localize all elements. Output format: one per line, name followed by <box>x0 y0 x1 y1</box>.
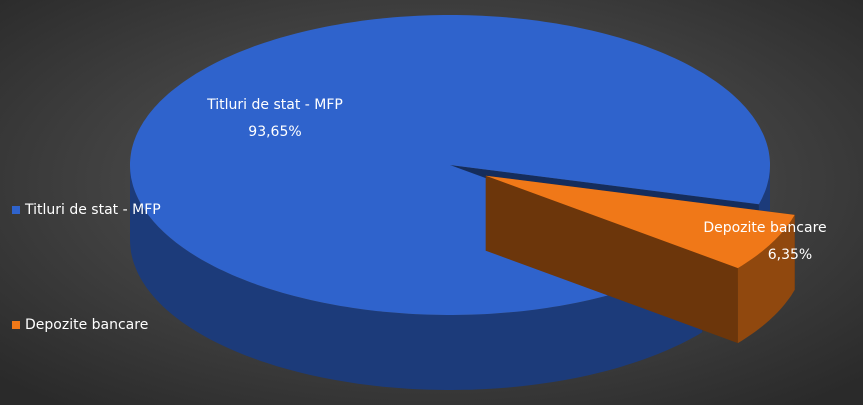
data-label-value: 93,65% <box>248 124 301 140</box>
slice-cut-side <box>485 175 738 344</box>
data-label-value: 6,35% <box>768 247 812 263</box>
slice-side <box>737 214 795 344</box>
data-label-category: Depozite bancare <box>703 220 826 236</box>
data-label-category: Titluri de stat - MFP <box>206 97 343 113</box>
legend-marker <box>12 206 20 214</box>
legend-label: Titluri de stat - MFP <box>24 202 161 218</box>
legend-marker <box>12 321 20 329</box>
legend-label: Depozite bancare <box>25 317 148 333</box>
slice <box>485 175 795 269</box>
slice-side <box>130 165 703 390</box>
